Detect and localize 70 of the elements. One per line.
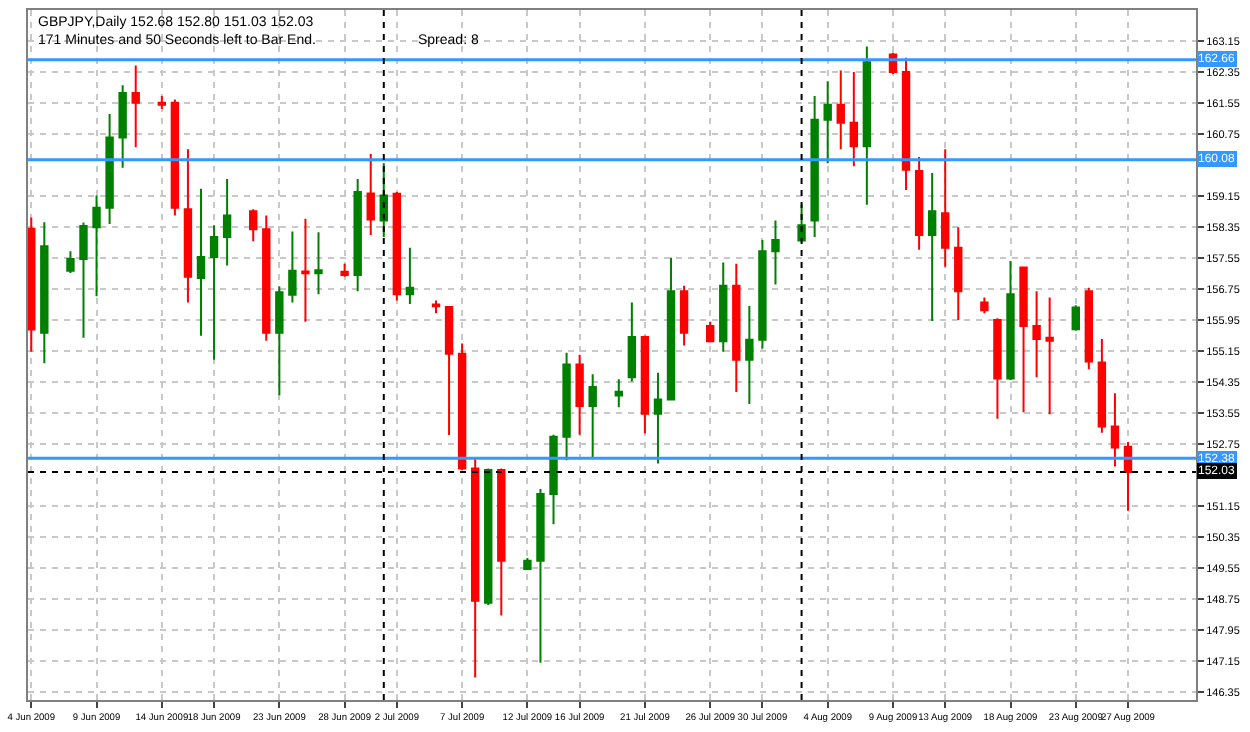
candlestick <box>105 112 114 226</box>
candlestick <box>131 64 140 149</box>
candlestick <box>627 301 637 383</box>
candlestick <box>719 261 728 353</box>
candlestick <box>810 95 819 238</box>
candlestick <box>562 351 571 462</box>
candlestick <box>484 467 493 606</box>
candlestick <box>914 156 924 251</box>
candlestick <box>823 80 832 165</box>
candlestick <box>536 488 545 664</box>
candlestick <box>588 373 597 459</box>
candlestick <box>771 219 780 286</box>
candlestick <box>79 221 88 339</box>
candlestick <box>470 456 480 679</box>
candlestick <box>640 334 650 435</box>
candlestick <box>1123 441 1133 512</box>
candlestick <box>901 56 911 191</box>
candlestick <box>1045 296 1054 416</box>
candlestick <box>288 230 297 304</box>
candlestick <box>392 190 402 302</box>
candlestick <box>40 221 49 365</box>
candlestick <box>28 216 36 353</box>
candlestick <box>314 231 323 296</box>
candlestick <box>209 224 219 361</box>
candlestick <box>941 148 950 268</box>
candlestick <box>157 95 167 110</box>
candlestick <box>679 284 689 347</box>
candlestick <box>196 187 206 337</box>
candlestick <box>1006 259 1015 382</box>
candlestick <box>523 557 532 572</box>
candlestick <box>497 467 506 617</box>
candlestick <box>706 320 715 344</box>
candlestick <box>92 194 101 298</box>
candlestick <box>549 433 558 526</box>
candlestick <box>222 178 232 267</box>
candlestick <box>249 208 258 243</box>
candlestick <box>575 353 584 436</box>
candlestick <box>1071 304 1080 332</box>
candlestick <box>340 262 349 278</box>
candlestick <box>745 304 754 406</box>
candlestick <box>732 262 741 394</box>
candlestick <box>993 317 1002 420</box>
candlestick <box>262 214 271 342</box>
candlestick <box>653 371 663 465</box>
candlestick <box>1110 392 1120 468</box>
candlestick <box>353 178 362 293</box>
candlestick <box>457 342 467 471</box>
candlestick <box>431 299 441 315</box>
candlestick <box>444 306 454 437</box>
candlestick <box>183 148 193 304</box>
candlestick <box>849 71 859 168</box>
candlestick <box>980 296 989 315</box>
candlestick <box>1032 290 1041 379</box>
candlestick <box>170 98 180 217</box>
candlestick <box>275 285 284 397</box>
candlestick <box>1019 265 1028 414</box>
candlestick <box>836 69 845 151</box>
candlestick <box>66 250 75 274</box>
candlestick <box>405 246 415 305</box>
candlestick <box>118 84 127 169</box>
candlestick <box>954 226 963 321</box>
candlestick <box>862 45 872 206</box>
candlestick <box>927 171 937 323</box>
candlestick <box>366 152 375 236</box>
candlestick <box>758 239 767 350</box>
candlestick <box>666 256 676 402</box>
candlestick <box>1097 337 1107 434</box>
candlestick <box>1084 286 1094 371</box>
candlestick <box>614 378 623 409</box>
candlestick <box>301 217 310 323</box>
